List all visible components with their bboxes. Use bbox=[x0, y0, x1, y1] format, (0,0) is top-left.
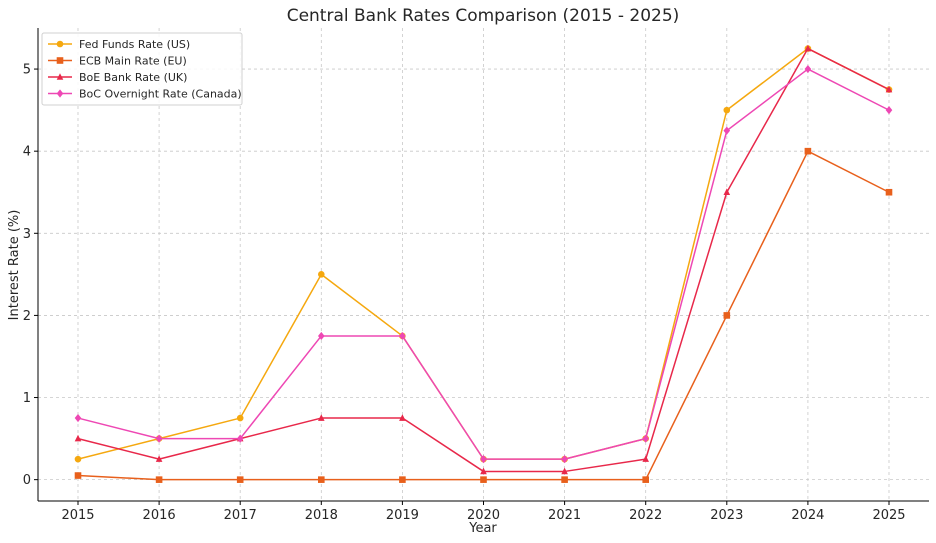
data-point bbox=[318, 476, 325, 483]
data-point bbox=[804, 44, 812, 52]
series-diamond bbox=[74, 64, 893, 464]
data-point bbox=[723, 188, 731, 196]
series-square bbox=[74, 147, 893, 483]
data-point bbox=[561, 476, 568, 483]
data-point bbox=[642, 476, 649, 483]
data-point bbox=[561, 455, 568, 464]
data-point bbox=[236, 414, 244, 422]
legend-label: Fed Funds Rate (US) bbox=[79, 38, 190, 51]
legend-label: BoC Overnight Rate (Canada) bbox=[79, 88, 242, 101]
x-tick-label: 2017 bbox=[224, 508, 257, 523]
legend-marker bbox=[56, 40, 64, 48]
data-point bbox=[318, 271, 325, 278]
data-point bbox=[155, 434, 163, 443]
y-tick-label: 4 bbox=[23, 145, 31, 160]
data-point bbox=[561, 467, 568, 475]
x-tick-label: 2020 bbox=[467, 508, 500, 523]
x-tick-label: 2018 bbox=[305, 508, 338, 523]
x-tick-label: 2023 bbox=[710, 508, 743, 523]
data-point bbox=[480, 467, 487, 475]
data-point bbox=[155, 476, 163, 483]
legend-marker bbox=[56, 89, 64, 98]
series-layer bbox=[74, 44, 893, 483]
data-point bbox=[399, 331, 406, 341]
legend: Fed Funds Rate (US) ECB Main Rate (EU) BoE… bbox=[41, 32, 243, 106]
x-tick-label: 2024 bbox=[791, 508, 824, 523]
data-point bbox=[723, 126, 731, 135]
data-point bbox=[74, 472, 82, 479]
data-point bbox=[723, 106, 731, 114]
y-tick-label: 0 bbox=[23, 473, 31, 488]
y-tick-label: 1 bbox=[23, 391, 31, 406]
data-point bbox=[74, 455, 82, 463]
data-point bbox=[74, 434, 82, 442]
data-point bbox=[480, 455, 487, 464]
data-point bbox=[399, 414, 406, 421]
data-point bbox=[318, 331, 325, 341]
x-tick-label: 2015 bbox=[61, 508, 94, 523]
data-point bbox=[155, 455, 163, 462]
data-point bbox=[723, 312, 731, 319]
x-tick-label: 2019 bbox=[386, 508, 419, 523]
data-point bbox=[399, 476, 406, 483]
x-tick-label: 2022 bbox=[629, 508, 662, 523]
legend-label: ECB Main Rate (EU) bbox=[79, 55, 187, 68]
data-point bbox=[74, 413, 82, 423]
x-tick-label: 2016 bbox=[143, 508, 176, 523]
legend-marker bbox=[56, 73, 64, 80]
data-point bbox=[804, 64, 812, 74]
x-axis-label: Year bbox=[468, 521, 497, 536]
data-point bbox=[885, 106, 893, 115]
legend-marker bbox=[56, 57, 64, 64]
data-point bbox=[642, 434, 649, 443]
data-point bbox=[885, 85, 893, 93]
series-triangle bbox=[74, 44, 893, 475]
data-point bbox=[804, 147, 812, 155]
x-tick-label: 2021 bbox=[548, 508, 581, 523]
y-tick-label: 3 bbox=[23, 227, 31, 242]
legend-label: BoE Bank Rate (UK) bbox=[79, 71, 187, 84]
y-tick-label: 5 bbox=[23, 63, 31, 78]
data-point bbox=[480, 476, 487, 483]
data-point bbox=[885, 188, 893, 196]
chart-title: Central Bank Rates Comparison (2015 - 20… bbox=[287, 6, 680, 26]
data-point bbox=[236, 476, 244, 483]
y-tick-label: 2 bbox=[23, 309, 31, 324]
data-point bbox=[642, 455, 649, 462]
tick-labels: 2015 2016 2017 2018 2019 2020 2021 2022 2023 2024… bbox=[23, 63, 906, 523]
y-axis-label: Interest Rate (%) bbox=[7, 210, 22, 321]
legend-box bbox=[41, 32, 243, 106]
x-tick-label: 2025 bbox=[872, 508, 905, 523]
data-point bbox=[236, 434, 244, 443]
data-point bbox=[318, 414, 325, 421]
